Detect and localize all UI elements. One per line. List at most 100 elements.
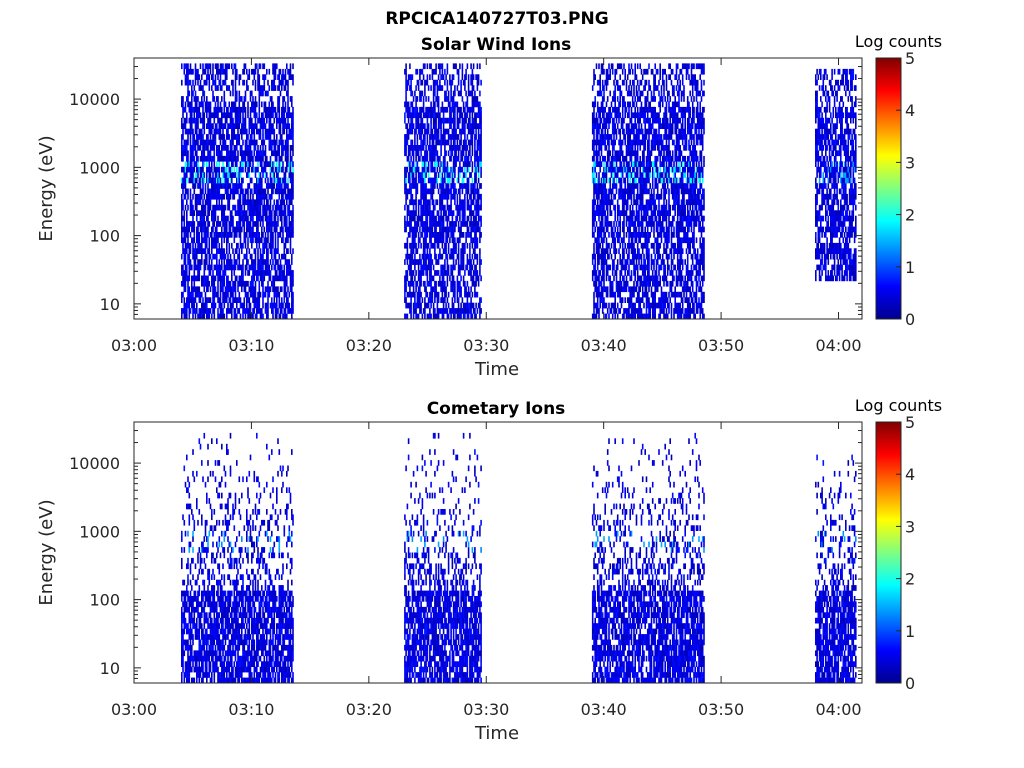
- heatmap-cell: [455, 145, 457, 151]
- heatmap-cell: [244, 145, 247, 151]
- heatmap-cell: [242, 68, 244, 75]
- heatmap-cell: [284, 226, 287, 233]
- heatmap-cell: [181, 193, 183, 200]
- heatmap-cell: [198, 145, 201, 151]
- heatmap-cell: [440, 264, 442, 271]
- heatmap-cell: [414, 139, 416, 146]
- heatmap-cell: [412, 155, 415, 162]
- heatmap-cell: [273, 226, 276, 233]
- heatmap-cell: [217, 270, 219, 276]
- heatmap-cell: [467, 308, 470, 314]
- heatmap-cell: [455, 63, 457, 70]
- heatmap-cell: [219, 79, 222, 86]
- heatmap-cell: [445, 302, 447, 309]
- heatmap-cell: [407, 155, 410, 162]
- heatmap-cell: [221, 96, 223, 102]
- heatmap-cell: [451, 221, 454, 227]
- heatmap-cell: [436, 270, 439, 276]
- heatmap-cell: [269, 248, 272, 254]
- heatmap-cell: [599, 210, 601, 216]
- heatmap-cell: [259, 215, 262, 222]
- heatmap-cell: [476, 166, 479, 173]
- heatmap-cell: [594, 177, 596, 184]
- heatmap-cell: [412, 291, 415, 298]
- heatmap-cell: [222, 183, 224, 189]
- heatmap-cell: [287, 308, 289, 314]
- heatmap-cell: [596, 275, 599, 282]
- heatmap-cell: [472, 210, 475, 216]
- heatmap-cell: [251, 188, 253, 195]
- heatmap-cell: [198, 134, 201, 140]
- heatmap-cell: [193, 270, 196, 276]
- heatmap-cell: [454, 117, 456, 124]
- heatmap-cell: [277, 106, 279, 113]
- heatmap-cell: [206, 134, 208, 140]
- heatmap-cell: [414, 90, 416, 97]
- heatmap-cell: [211, 128, 213, 135]
- heatmap-cell: [198, 264, 201, 271]
- heatmap-cell: [209, 166, 212, 173]
- heatmap-cell: [218, 166, 221, 173]
- heatmap-cell: [409, 166, 411, 173]
- heatmap-cell: [445, 193, 447, 200]
- heatmap-cell: [457, 253, 460, 260]
- heatmap-cell: [272, 313, 274, 320]
- heatmap-cell: [271, 302, 273, 309]
- heatmap-cell: [477, 145, 480, 151]
- heatmap-cell: [288, 232, 291, 238]
- heatmap-cell: [455, 204, 457, 211]
- heatmap-cell: [422, 155, 425, 162]
- heatmap-cell: [202, 155, 204, 162]
- heatmap-cell: [289, 193, 292, 200]
- heatmap-cell: [430, 123, 432, 129]
- heatmap-cell: [222, 128, 224, 135]
- heatmap-cell: [258, 172, 261, 178]
- heatmap-cell: [206, 139, 208, 146]
- heatmap-cell: [209, 286, 212, 293]
- heatmap-cell: [201, 155, 203, 162]
- heatmap-cell: [420, 199, 422, 206]
- heatmap-cell: [257, 302, 259, 309]
- heatmap-cell: [424, 188, 426, 195]
- heatmap-cell: [197, 96, 199, 102]
- heatmap-cell: [264, 270, 267, 276]
- heatmap-cell: [591, 215, 594, 222]
- heatmap-cell: [183, 63, 186, 70]
- heatmap-cell: [242, 259, 244, 265]
- heatmap-cell: [262, 242, 264, 249]
- heatmap-cell: [420, 134, 422, 140]
- heatmap-cell: [256, 210, 258, 216]
- heatmap-cell: [412, 215, 415, 222]
- heatmap-cell: [183, 193, 186, 200]
- heatmap-cell: [207, 134, 209, 140]
- heatmap-cell: [455, 215, 457, 222]
- heatmap-cell: [211, 302, 213, 309]
- heatmap-cell: [475, 313, 477, 320]
- heatmap-cell: [237, 226, 239, 233]
- heatmap-cell: [208, 161, 211, 167]
- heatmap-cell: [291, 96, 293, 102]
- heatmap-cell: [435, 123, 437, 129]
- heatmap-cell: [216, 253, 218, 260]
- heatmap-cell: [591, 112, 594, 119]
- heatmap-cell: [472, 85, 475, 91]
- heatmap-cell: [281, 188, 283, 195]
- heatmap-cell: [273, 172, 276, 178]
- heatmap-cell: [417, 215, 420, 222]
- heatmap-cell: [444, 90, 446, 97]
- heatmap-cell: [268, 117, 271, 124]
- heatmap-cell: [201, 85, 203, 91]
- heatmap-cell: [276, 226, 278, 233]
- heatmap-cell: [253, 286, 256, 293]
- heatmap-cell: [283, 242, 286, 249]
- heatmap-cell: [291, 193, 293, 200]
- heatmap-cell: [279, 270, 282, 276]
- heatmap-cell: [226, 237, 228, 244]
- heatmap-cell: [454, 63, 456, 70]
- heatmap-cell: [193, 232, 196, 238]
- heatmap-cell: [277, 145, 279, 151]
- heatmap-cell: [249, 139, 252, 146]
- heatmap-cell: [424, 166, 426, 173]
- heatmap-cell: [464, 313, 466, 320]
- heatmap-cell: [203, 150, 206, 157]
